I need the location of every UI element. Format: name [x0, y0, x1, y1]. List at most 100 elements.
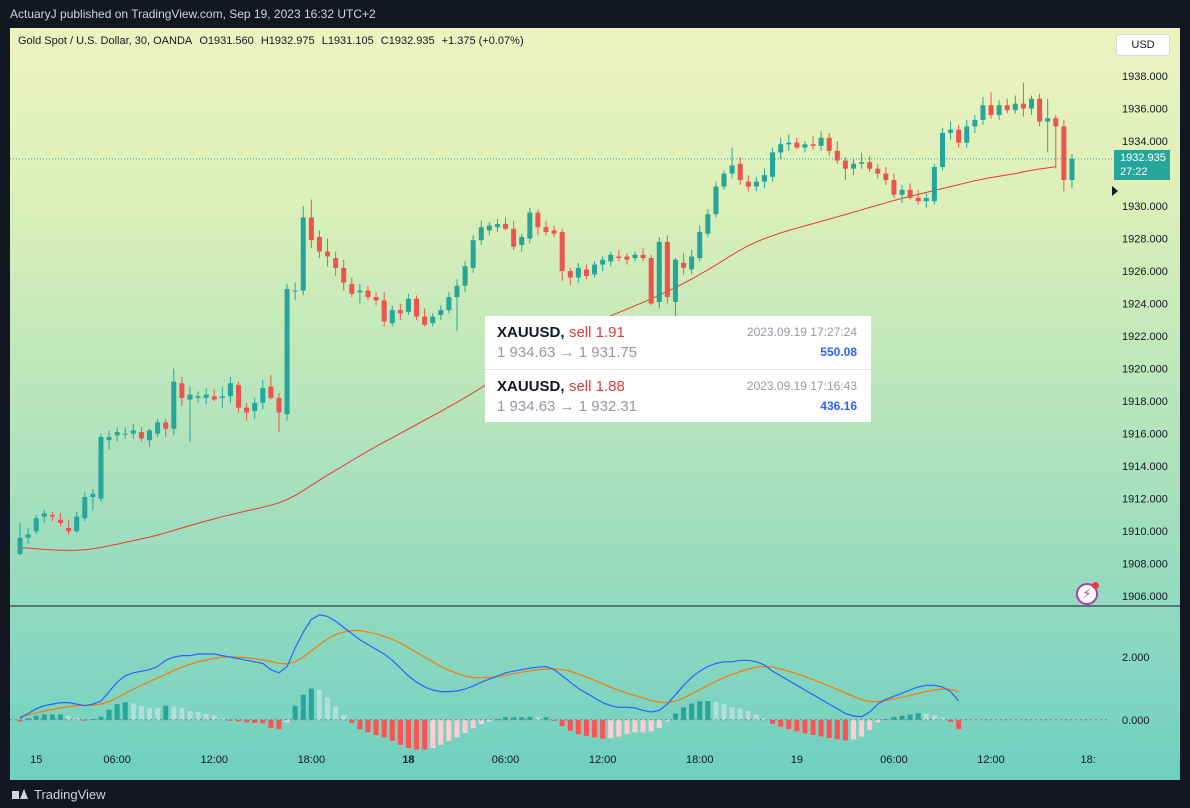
time-axis-label: 18 — [402, 754, 414, 766]
candle-body — [689, 256, 695, 270]
macd-histogram-bar — [672, 713, 678, 720]
macd-histogram-bar — [648, 719, 654, 732]
candle-body — [316, 236, 322, 252]
candle-body — [745, 181, 751, 187]
macd-histogram-bar — [25, 718, 31, 720]
trade-prices: 1 934.63 → 1 931.75 — [497, 344, 638, 361]
trade-panel: XAUUSD, sell 1.91 2023.09.19 17:27:24 1 … — [485, 316, 871, 422]
candle-body — [1037, 98, 1043, 122]
macd-histogram-bar — [454, 719, 460, 738]
price-axis-label: 1924.000 — [1122, 299, 1168, 311]
candle-body — [25, 534, 31, 538]
macd-histogram-bar — [414, 719, 420, 750]
trade-time: 2023.09.19 17:16:43 — [746, 379, 857, 393]
macd-histogram-bar — [308, 688, 314, 720]
macd-histogram-bar — [155, 708, 161, 720]
legend-open: O1931.560 — [199, 35, 254, 47]
price-axis-label: 1914.000 — [1122, 461, 1168, 473]
macd-histogram-bar — [664, 719, 670, 722]
macd-histogram-bar — [203, 713, 209, 720]
time-axis-label: 12:00 — [977, 754, 1005, 766]
candle-body — [842, 160, 848, 169]
macd-histogram-bar — [138, 705, 144, 720]
candle-body — [74, 516, 80, 532]
candle-body — [333, 258, 339, 268]
candle-body — [672, 259, 678, 302]
candle-body — [859, 162, 865, 164]
macd-histogram-bar — [737, 708, 743, 720]
macd-histogram-bar — [834, 719, 840, 740]
candle-body — [980, 105, 986, 120]
price-axis-label: 1922.000 — [1122, 331, 1168, 343]
macd-histogram-bar — [244, 719, 250, 723]
candle-body — [640, 254, 646, 259]
candle-body — [138, 432, 144, 439]
macd-histogram-bar — [82, 719, 88, 721]
candle-body — [66, 527, 72, 532]
candle-body — [948, 129, 954, 133]
macd-histogram-bar — [17, 719, 23, 722]
symbol-legend: Gold Spot / U.S. Dollar, 30, OANDA O1931… — [18, 35, 528, 47]
macd-histogram-bar — [527, 716, 533, 720]
candle-body — [543, 227, 549, 233]
macd-histogram-bar — [624, 719, 630, 734]
candle-body — [1069, 158, 1075, 181]
time-axis-label: 18:00 — [298, 754, 326, 766]
candle-body — [462, 266, 468, 286]
macd-histogram-bar — [948, 719, 954, 722]
chart-area[interactable]: 1938.0001936.0001934.0001932.0001930.000… — [10, 28, 1180, 780]
macd-histogram-bar — [697, 701, 703, 720]
macd-histogram-bar — [551, 719, 557, 721]
time-axis-label: 18:00 — [686, 754, 714, 766]
scroll-right-arrow-icon[interactable] — [1112, 186, 1118, 196]
candle-body — [373, 297, 379, 301]
candle-body — [891, 180, 897, 195]
candle-body — [778, 144, 784, 153]
candle-body — [325, 251, 331, 257]
candle-body — [786, 142, 792, 145]
macd-histogram-bar — [130, 703, 136, 720]
legend-symbol[interactable]: Gold Spot / U.S. Dollar, 30, OANDA — [18, 35, 193, 47]
candle-body — [90, 493, 96, 498]
candle-body — [284, 288, 290, 415]
candle-body — [956, 129, 962, 143]
macd-histogram-bar — [567, 719, 573, 731]
candle-body — [907, 189, 913, 198]
candle-body — [219, 396, 225, 398]
candle-body — [405, 298, 411, 312]
macd-histogram-bar — [818, 719, 824, 737]
tradingview-logo-icon — [12, 789, 28, 799]
time-axis-label: 06:00 — [103, 754, 131, 766]
candle-body — [17, 537, 23, 554]
candle-body — [883, 173, 889, 181]
macd-histogram-bar — [357, 719, 363, 730]
macd-histogram-bar — [592, 719, 598, 738]
candle-body — [268, 386, 274, 398]
candle-body — [430, 316, 436, 324]
flash-alert-icon[interactable]: ⚡ — [1076, 582, 1099, 605]
trade-symbol: XAUUSD, — [497, 324, 565, 341]
candle-body — [1045, 118, 1051, 122]
candle-body — [503, 223, 509, 229]
macd-histogram-bar — [616, 719, 622, 737]
macd-histogram-bar — [575, 719, 581, 735]
candle-body — [106, 436, 112, 441]
macd-histogram-bar — [559, 719, 565, 727]
macd-histogram-bar — [850, 719, 856, 740]
price-axis-label: 1910.000 — [1122, 526, 1168, 538]
macd-axis-label: 0.000 — [1122, 715, 1150, 727]
legend-high: H1932.975 — [260, 35, 315, 47]
macd-histogram-bar — [284, 719, 290, 723]
currency-button[interactable]: USD — [1116, 34, 1170, 56]
candle-body — [276, 397, 282, 413]
candle-body — [422, 316, 428, 325]
candle-body — [252, 402, 258, 411]
candle-body — [486, 225, 492, 231]
candle-body — [802, 144, 808, 148]
candle-body — [1004, 105, 1010, 111]
last-price-tag: 1932.935 27:22 — [1114, 150, 1170, 180]
macd-histogram-bar — [41, 714, 47, 720]
macd-histogram-bar — [325, 697, 331, 720]
macd-histogram-bar — [252, 719, 258, 723]
price-axis-label: 1934.000 — [1122, 136, 1168, 148]
